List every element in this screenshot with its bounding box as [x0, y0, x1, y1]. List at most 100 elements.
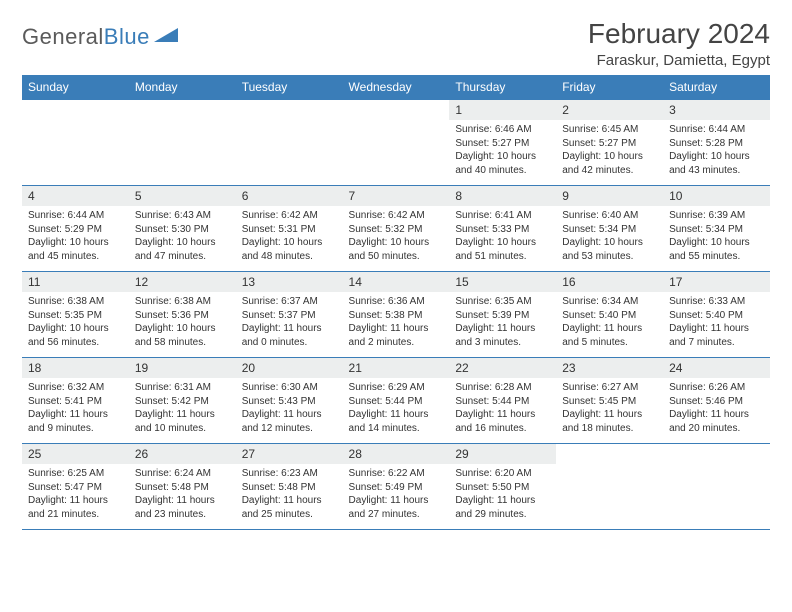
day-number: 4: [22, 186, 129, 206]
day-data: Sunrise: 6:43 AMSunset: 5:30 PMDaylight:…: [129, 206, 236, 267]
daylight-line: Daylight: 10 hours and 55 minutes.: [669, 236, 764, 263]
calendar-cell: [556, 444, 663, 530]
day-number: 13: [236, 272, 343, 292]
day-data: Sunrise: 6:42 AMSunset: 5:31 PMDaylight:…: [236, 206, 343, 267]
sunrise-line: Sunrise: 6:38 AM: [28, 295, 123, 309]
calendar-cell: 16Sunrise: 6:34 AMSunset: 5:40 PMDayligh…: [556, 272, 663, 358]
day-number: 3: [663, 100, 770, 120]
daylight-line: Daylight: 11 hours and 9 minutes.: [28, 408, 123, 435]
sunrise-line: Sunrise: 6:46 AM: [455, 123, 550, 137]
calendar-cell: 2Sunrise: 6:45 AMSunset: 5:27 PMDaylight…: [556, 100, 663, 186]
daylight-line: Daylight: 10 hours and 45 minutes.: [28, 236, 123, 263]
daylight-line: Daylight: 10 hours and 43 minutes.: [669, 150, 764, 177]
day-data: Sunrise: 6:38 AMSunset: 5:35 PMDaylight:…: [22, 292, 129, 353]
sunrise-line: Sunrise: 6:27 AM: [562, 381, 657, 395]
day-number: 6: [236, 186, 343, 206]
day-number: 29: [449, 444, 556, 464]
day-data: Sunrise: 6:39 AMSunset: 5:34 PMDaylight:…: [663, 206, 770, 267]
sunrise-line: Sunrise: 6:29 AM: [349, 381, 444, 395]
sunset-line: Sunset: 5:35 PM: [28, 309, 123, 323]
daylight-line: Daylight: 10 hours and 42 minutes.: [562, 150, 657, 177]
sunset-line: Sunset: 5:34 PM: [562, 223, 657, 237]
sunset-line: Sunset: 5:44 PM: [349, 395, 444, 409]
sunset-line: Sunset: 5:40 PM: [562, 309, 657, 323]
daylight-line: Daylight: 11 hours and 23 minutes.: [135, 494, 230, 521]
calendar-header: SundayMondayTuesdayWednesdayThursdayFrid…: [22, 75, 770, 100]
calendar-row: 18Sunrise: 6:32 AMSunset: 5:41 PMDayligh…: [22, 358, 770, 444]
calendar-cell: 1 Sunrise: 6:46 AMSunset: 5:27 PMDaylight…: [449, 100, 556, 186]
daylight-line: Daylight: 11 hours and 18 minutes.: [562, 408, 657, 435]
day-data: Sunrise: 6:44 AMSunset: 5:29 PMDaylight:…: [22, 206, 129, 267]
sunrise-line: Sunrise: 6:25 AM: [28, 467, 123, 481]
sunrise-line: Sunrise: 6:41 AM: [455, 209, 550, 223]
day-number: 20: [236, 358, 343, 378]
day-data: Sunrise: 6:22 AMSunset: 5:49 PMDaylight:…: [343, 464, 450, 525]
sunset-line: Sunset: 5:27 PM: [455, 137, 550, 151]
calendar-cell: 21Sunrise: 6:29 AMSunset: 5:44 PMDayligh…: [343, 358, 450, 444]
day-number: 23: [556, 358, 663, 378]
location: Faraskur, Damietta, Egypt: [588, 52, 770, 69]
sunrise-line: Sunrise: 6:31 AM: [135, 381, 230, 395]
sunrise-line: Sunrise: 6:42 AM: [349, 209, 444, 223]
calendar-cell: 10Sunrise: 6:39 AMSunset: 5:34 PMDayligh…: [663, 186, 770, 272]
sunset-line: Sunset: 5:40 PM: [669, 309, 764, 323]
sunset-line: Sunset: 5:46 PM: [669, 395, 764, 409]
daylight-line: Daylight: 10 hours and 40 minutes.: [455, 150, 550, 177]
day-number: 24: [663, 358, 770, 378]
day-data: Sunrise: 6:32 AMSunset: 5:41 PMDaylight:…: [22, 378, 129, 439]
calendar-cell: 5Sunrise: 6:43 AMSunset: 5:30 PMDaylight…: [129, 186, 236, 272]
sunrise-line: Sunrise: 6:28 AM: [455, 381, 550, 395]
day-number: 16: [556, 272, 663, 292]
daylight-line: Daylight: 11 hours and 12 minutes.: [242, 408, 337, 435]
day-number: 9: [556, 186, 663, 206]
weekday-header: Sunday: [22, 75, 129, 100]
calendar-cell: 6Sunrise: 6:42 AMSunset: 5:31 PMDaylight…: [236, 186, 343, 272]
calendar-row: 25Sunrise: 6:25 AMSunset: 5:47 PMDayligh…: [22, 444, 770, 530]
brand-logo: GeneralBlue: [22, 24, 180, 50]
calendar-cell: 26Sunrise: 6:24 AMSunset: 5:48 PMDayligh…: [129, 444, 236, 530]
sunrise-line: Sunrise: 6:45 AM: [562, 123, 657, 137]
calendar-cell: [129, 100, 236, 186]
daylight-line: Daylight: 11 hours and 5 minutes.: [562, 322, 657, 349]
title-block: February 2024 Faraskur, Damietta, Egypt: [588, 18, 770, 69]
day-number: 17: [663, 272, 770, 292]
day-number: 10: [663, 186, 770, 206]
calendar-cell: 29Sunrise: 6:20 AMSunset: 5:50 PMDayligh…: [449, 444, 556, 530]
sunrise-line: Sunrise: 6:43 AM: [135, 209, 230, 223]
sunset-line: Sunset: 5:34 PM: [669, 223, 764, 237]
day-data: Sunrise: 6:34 AMSunset: 5:40 PMDaylight:…: [556, 292, 663, 353]
day-data: Sunrise: 6:37 AMSunset: 5:37 PMDaylight:…: [236, 292, 343, 353]
day-data: Sunrise: 6:35 AMSunset: 5:39 PMDaylight:…: [449, 292, 556, 353]
weekday-header: Thursday: [449, 75, 556, 100]
day-number: 14: [343, 272, 450, 292]
sunset-line: Sunset: 5:45 PM: [562, 395, 657, 409]
daylight-line: Daylight: 11 hours and 29 minutes.: [455, 494, 550, 521]
sunset-line: Sunset: 5:30 PM: [135, 223, 230, 237]
calendar-row: 4Sunrise: 6:44 AMSunset: 5:29 PMDaylight…: [22, 186, 770, 272]
daylight-line: Daylight: 11 hours and 3 minutes.: [455, 322, 550, 349]
sunrise-line: Sunrise: 6:36 AM: [349, 295, 444, 309]
calendar-cell: 17Sunrise: 6:33 AMSunset: 5:40 PMDayligh…: [663, 272, 770, 358]
calendar-cell: 19Sunrise: 6:31 AMSunset: 5:42 PMDayligh…: [129, 358, 236, 444]
sunrise-line: Sunrise: 6:22 AM: [349, 467, 444, 481]
calendar-cell: 27Sunrise: 6:23 AMSunset: 5:48 PMDayligh…: [236, 444, 343, 530]
sunset-line: Sunset: 5:43 PM: [242, 395, 337, 409]
calendar-cell: 18Sunrise: 6:32 AMSunset: 5:41 PMDayligh…: [22, 358, 129, 444]
sunrise-line: Sunrise: 6:23 AM: [242, 467, 337, 481]
weekday-header: Saturday: [663, 75, 770, 100]
day-data: Sunrise: 6:25 AMSunset: 5:47 PMDaylight:…: [22, 464, 129, 525]
calendar-cell: 14Sunrise: 6:36 AMSunset: 5:38 PMDayligh…: [343, 272, 450, 358]
sunset-line: Sunset: 5:37 PM: [242, 309, 337, 323]
calendar-cell: 7Sunrise: 6:42 AMSunset: 5:32 PMDaylight…: [343, 186, 450, 272]
brand-part1: General: [22, 24, 104, 49]
day-data: Sunrise: 6:29 AMSunset: 5:44 PMDaylight:…: [343, 378, 450, 439]
sunrise-line: Sunrise: 6:34 AM: [562, 295, 657, 309]
calendar-cell: 24Sunrise: 6:26 AMSunset: 5:46 PMDayligh…: [663, 358, 770, 444]
day-data: Sunrise: 6:36 AMSunset: 5:38 PMDaylight:…: [343, 292, 450, 353]
day-data: Sunrise: 6:33 AMSunset: 5:40 PMDaylight:…: [663, 292, 770, 353]
day-data: Sunrise: 6:20 AMSunset: 5:50 PMDaylight:…: [449, 464, 556, 525]
day-number: 1: [449, 100, 556, 120]
day-number: 11: [22, 272, 129, 292]
daylight-line: Daylight: 10 hours and 53 minutes.: [562, 236, 657, 263]
daylight-line: Daylight: 11 hours and 10 minutes.: [135, 408, 230, 435]
